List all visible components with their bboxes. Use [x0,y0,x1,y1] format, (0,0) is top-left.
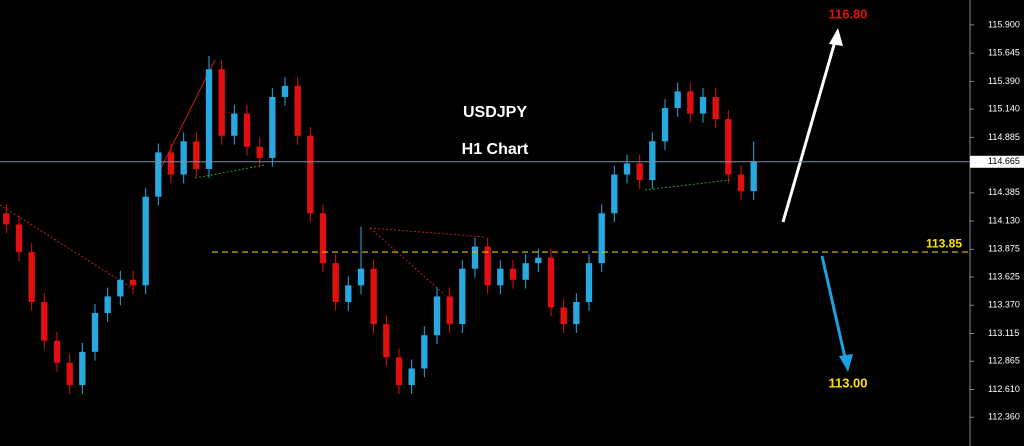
candle-body [41,301,48,341]
candle-body [547,257,555,308]
candle-body [307,135,314,214]
y-tick-label: 112.865 [988,356,1020,366]
candle-body [611,174,618,214]
candle-body [535,257,542,264]
candle-body [421,335,428,369]
candle-body [357,268,365,286]
candle-body [281,85,289,97]
trendline [369,227,446,296]
y-tick-label: 114.385 [988,187,1020,197]
trendline [644,179,731,191]
candle-body [750,161,757,192]
candle-body [167,152,175,175]
candle-body [79,351,86,386]
trendline [0,204,136,291]
candle-body [522,263,529,280]
chart-subtitle: H1 Chart [462,141,529,158]
y-tick-label: 113.875 [988,244,1020,254]
candle-body [598,213,605,264]
candle-body [205,69,213,169]
candle-body [560,307,567,325]
y-tick-label: 114.885 [988,132,1020,142]
candle-body [459,268,466,325]
y-tick-label: 113.370 [988,300,1020,310]
candle-body [649,141,656,181]
candle-body [319,213,327,264]
candle-body [585,263,593,302]
candle-body [104,296,111,314]
candle-body [712,96,719,120]
candle-body [471,246,479,269]
candle-body [509,268,517,280]
candle-body [497,268,504,286]
candle-body [370,268,377,325]
y-tick-label: 115.140 [988,104,1020,114]
arrow-head [829,28,843,46]
candle-body [53,340,61,363]
arrow-down [820,255,848,363]
y-tick-label: 115.390 [988,76,1020,86]
candle-body [155,152,162,197]
candle-body [218,69,225,136]
candle-body [674,91,681,109]
candle-body [446,296,453,325]
candle-body [345,285,352,302]
candle-body [661,108,669,142]
candle-body [737,174,745,192]
candle-body [269,96,276,158]
candle-body [193,141,200,169]
candle-body [623,163,631,175]
candle-body [725,119,732,175]
candle-body [294,85,301,136]
candle-body [573,301,580,325]
candle-body [28,252,35,302]
y-tick-label: 114.130 [988,215,1020,225]
target-up: 116.80 [828,6,867,21]
candle-body [180,141,187,175]
candle-body [15,224,23,253]
arrow-up [781,37,838,223]
level-label: 113.85 [926,236,962,250]
candle-body [699,96,707,114]
candle-body [408,368,415,386]
target-down: 113.00 [828,375,867,390]
current-price-label: 114.665 [988,156,1020,166]
chart-title: USDJPY [463,104,527,121]
candle-body [129,279,137,286]
y-tick-label: 115.900 [988,19,1020,29]
y-tick-label: 115.645 [988,48,1020,58]
candle-body [117,279,124,297]
candle-body [243,113,251,147]
candle-body [256,146,263,158]
y-tick-label: 113.625 [988,271,1020,281]
candle-body [3,213,10,225]
candle-body [636,163,643,181]
candle-body [383,324,390,358]
y-tick-label: 112.360 [988,412,1020,422]
candle-body [395,357,403,386]
candle-body [484,246,491,286]
candle-body [66,362,73,386]
candle-body [231,113,238,136]
arrow-head [839,354,853,372]
candle-body [142,196,149,286]
candle-body [433,296,441,336]
current-price-box [970,155,1024,168]
trendline [194,164,266,179]
candle-body [91,313,99,352]
y-tick-label: 113.115 [988,328,1019,338]
y-tick-label: 112.610 [988,384,1020,394]
candle-body [687,91,694,114]
trendline [369,227,486,238]
candle-body [332,263,339,302]
